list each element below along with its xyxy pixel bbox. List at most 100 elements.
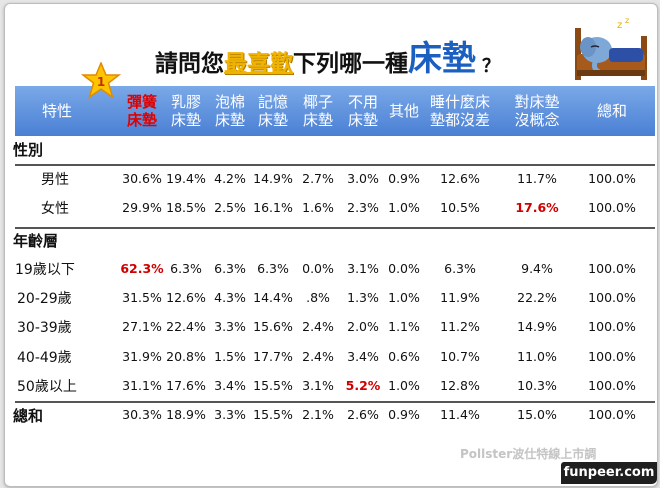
- table-cell-noidea: 10.3%: [517, 378, 557, 393]
- row-label: 男性: [41, 172, 69, 188]
- table-cell-none: 3.0%: [347, 171, 379, 186]
- header-foam: 泡棉 床墊: [190, 86, 270, 136]
- header-latex-line: 乳膠: [170, 93, 201, 111]
- row-separator: [15, 164, 655, 166]
- table-header: 特性 彈簧 床墊 乳膠 床墊 泡棉 床墊 記憶 床墊 椰子 床墊 不用 床墊 其他 睡什麼床 墊都沒差 對床墊沒…: [15, 86, 655, 136]
- table-cell-foam: 4.2%: [214, 171, 246, 186]
- table-cell-spring: 29.9%: [122, 200, 162, 215]
- table-cell-none: 2.0%: [347, 319, 379, 334]
- header-total-line: 總和: [596, 102, 627, 120]
- header-foam-line: 床墊: [214, 111, 245, 129]
- table-cell-none: 3.4%: [347, 349, 379, 364]
- table-cell-coconut: 3.1%: [302, 378, 334, 393]
- table-cell-memory: 6.3%: [257, 261, 289, 276]
- table-cell-coconut: 2.7%: [302, 171, 334, 186]
- table-cell-total: 100.0%: [588, 319, 636, 334]
- table-cell-none: 1.3%: [347, 290, 379, 305]
- table-cell-memory: 17.7%: [253, 349, 293, 364]
- table-cell-other: 1.1%: [388, 319, 420, 334]
- funpeer-brand: funpeer.com: [561, 462, 657, 484]
- title-bed-word: 床墊: [408, 39, 476, 79]
- table-cell-coconut: 1.6%: [302, 200, 334, 215]
- table-cell-coconut: 2.4%: [302, 349, 334, 364]
- table-cell-noidea: 22.2%: [517, 290, 557, 305]
- rank-badge-number: 1: [97, 75, 105, 89]
- title-highlight: 最喜歡: [224, 51, 293, 77]
- table-cell-latex: 17.6%: [166, 378, 206, 393]
- group-label: 總和: [13, 407, 44, 425]
- sleeping-elephant-mascot-icon: z z: [575, 16, 647, 80]
- title-part-2: 下列哪一種: [293, 51, 408, 77]
- header-other: 其他: [364, 86, 444, 136]
- table-cell-noidea: 11.0%: [517, 349, 557, 364]
- header-other-line: 其他: [388, 102, 419, 120]
- row-label: 40-49歲: [17, 350, 72, 366]
- row-label: 20-29歲: [17, 291, 72, 307]
- table-cell-any: 10.7%: [440, 349, 480, 364]
- group-label: 性別: [13, 141, 44, 159]
- table-cell-spring: 62.3%: [120, 261, 164, 276]
- header-none: 不用 床墊: [323, 86, 403, 136]
- header-memory-line: 記憶: [257, 93, 288, 111]
- svg-text:z: z: [617, 20, 622, 31]
- header-latex: 乳膠 床墊: [146, 86, 226, 136]
- row-separator: [15, 227, 655, 229]
- table-cell-any: 11.2%: [440, 319, 480, 334]
- header-coconut-line: 床墊: [302, 111, 333, 129]
- header-coconut: 椰子 床墊: [278, 86, 358, 136]
- table-cell-spring: 27.1%: [122, 319, 162, 334]
- table-cell-any: 10.5%: [440, 200, 480, 215]
- table-cell-other: 0.9%: [388, 407, 420, 422]
- row-label: 30-39歲: [17, 320, 72, 336]
- table-cell-latex: 19.4%: [166, 171, 206, 186]
- table-cell-other: 0.0%: [388, 261, 420, 276]
- table-cell-spring: 31.9%: [122, 349, 162, 364]
- table-cell-total: 100.0%: [588, 200, 636, 215]
- table-cell-total: 100.0%: [588, 378, 636, 393]
- table-cell-total: 100.0%: [588, 349, 636, 364]
- table-cell-any: 12.8%: [440, 378, 480, 393]
- table-cell-total: 100.0%: [588, 290, 636, 305]
- header-memory: 記憶 床墊: [233, 86, 313, 136]
- table-cell-none: 5.2%: [345, 378, 381, 393]
- header-any-line: 睡什麼床: [429, 93, 490, 111]
- table-cell-other: 1.0%: [388, 378, 420, 393]
- table-cell-noidea: 14.9%: [517, 319, 557, 334]
- header-noidea: 對床墊 沒概念: [497, 86, 577, 136]
- row-label: 19歲以下: [15, 262, 75, 278]
- slide-title: 請問您 最喜歡 下列哪一種 床墊 ？: [155, 34, 500, 78]
- table-cell-noidea: 17.6%: [515, 200, 559, 215]
- table-cell-memory: 15.5%: [253, 378, 293, 393]
- header-attr-line: 特性: [41, 102, 72, 120]
- row-label: 50歲以上: [17, 379, 77, 395]
- header-total: 總和: [572, 86, 652, 136]
- table-cell-foam: 4.3%: [214, 290, 246, 305]
- header-noidea-line: 沒概念: [514, 111, 560, 129]
- table-cell-memory: 15.5%: [253, 407, 293, 422]
- title-part-1: 請問您: [155, 51, 224, 77]
- table-cell-latex: 22.4%: [166, 319, 206, 334]
- table-cell-memory: 14.4%: [253, 290, 293, 305]
- table-cell-foam: 3.4%: [214, 378, 246, 393]
- header-foam-line: 泡棉: [214, 93, 245, 111]
- table-cell-any: 6.3%: [444, 261, 476, 276]
- table-cell-any: 12.6%: [440, 171, 480, 186]
- table-cell-memory: 14.9%: [253, 171, 293, 186]
- table-cell-any: 11.9%: [440, 290, 480, 305]
- table-cell-coconut: .8%: [306, 290, 330, 305]
- table-cell-none: 2.3%: [347, 200, 379, 215]
- table-cell-spring: 31.1%: [122, 378, 162, 393]
- table-cell-foam: 6.3%: [214, 261, 246, 276]
- row-label: 女性: [41, 201, 69, 217]
- table-cell-other: 0.9%: [388, 171, 420, 186]
- table-cell-total: 100.0%: [588, 171, 636, 186]
- table-cell-none: 3.1%: [347, 261, 379, 276]
- table-cell-memory: 16.1%: [253, 200, 293, 215]
- slide: 請問您 最喜歡 下列哪一種 床墊 ？ z z 特性 彈簧 床墊 乳膠 床墊 泡棉 床墊 記憶床…: [4, 3, 658, 487]
- table-cell-other: 1.0%: [388, 200, 420, 215]
- header-any-line: 墊都沒差: [429, 111, 490, 129]
- table-cell-latex: 20.8%: [166, 349, 206, 364]
- table-cell-foam: 3.3%: [214, 407, 246, 422]
- table-cell-coconut: 2.4%: [302, 319, 334, 334]
- group-label: 年齡層: [13, 232, 59, 250]
